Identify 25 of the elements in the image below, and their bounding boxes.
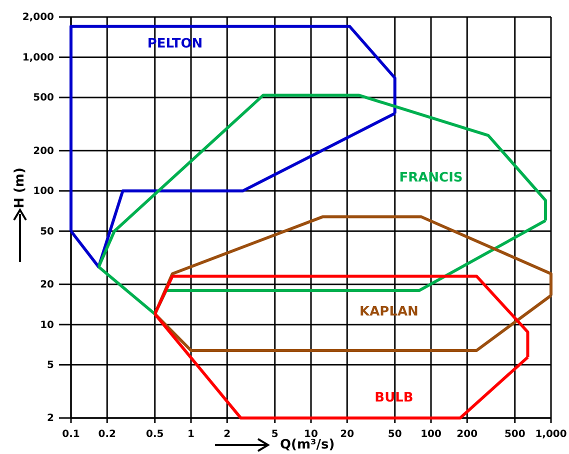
- y-tick-label: 20: [40, 280, 54, 291]
- y-axis-title: H (m): [12, 168, 28, 208]
- y-tick-label: 2,000: [22, 12, 54, 24]
- x-tick-label: 1,000: [535, 429, 567, 440]
- x-tick-label: 500: [504, 429, 526, 440]
- x-tick-label: 100: [420, 429, 442, 440]
- y-tick-label: 2: [47, 413, 54, 424]
- y-tick-label: 1,000: [22, 52, 54, 64]
- x-tick-label: 200: [456, 429, 478, 440]
- y-tick-label: 10: [40, 320, 54, 331]
- x-tick-label: 10: [304, 429, 318, 440]
- y-tick-label: 5: [47, 360, 54, 372]
- x-tick-label: 1: [188, 429, 195, 440]
- x-tick-label: 2: [224, 429, 231, 440]
- x-tick-label: 50: [388, 429, 402, 440]
- x-tick-label: 20: [340, 429, 354, 440]
- y-tick-label: 50: [40, 226, 54, 238]
- y-tick-label: 200: [33, 146, 54, 157]
- x-tick-label: 5: [271, 429, 278, 440]
- x-tick-label: 0.2: [98, 429, 116, 440]
- y-tick-label: 500: [33, 92, 54, 104]
- x-tick-label: 0.1: [62, 429, 80, 440]
- x-axis-title: Q(m³/s): [280, 438, 335, 453]
- y-tick-label: 100: [33, 186, 54, 198]
- x-tick-label: 0.5: [146, 429, 164, 440]
